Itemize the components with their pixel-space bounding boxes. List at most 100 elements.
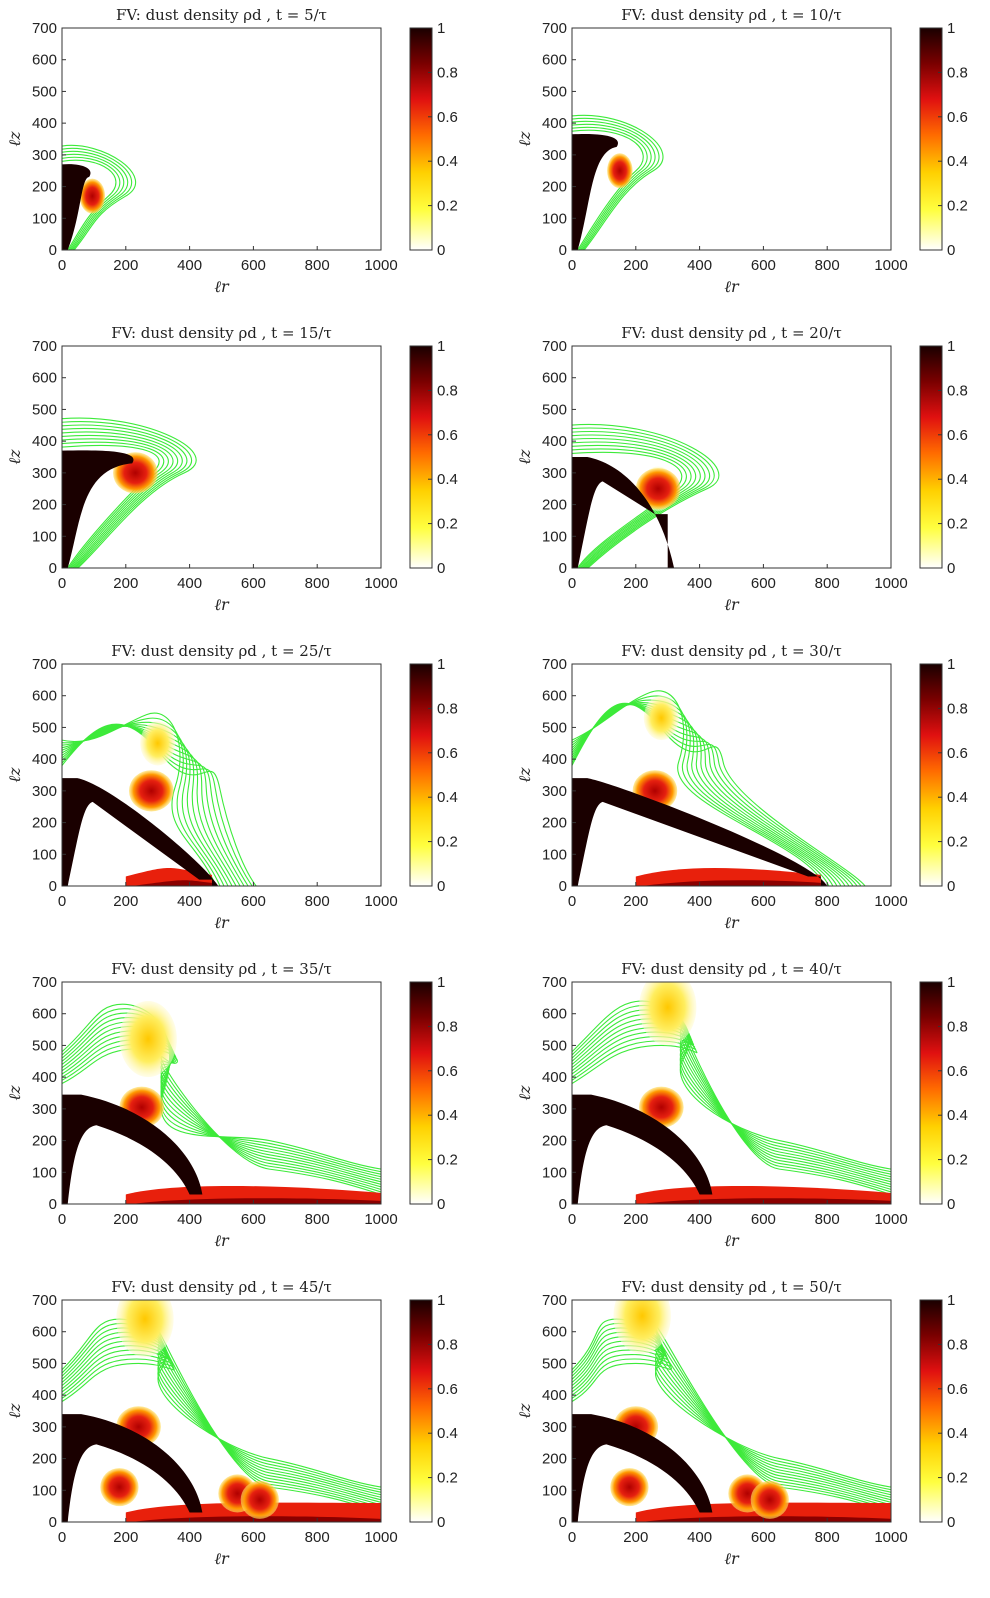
y-tick-label: 600: [542, 370, 567, 387]
y-tick-label: 700: [32, 1292, 57, 1309]
colorbar: [919, 27, 943, 251]
contour-line: [62, 1331, 381, 1496]
y-axis-label: ℓz: [515, 767, 534, 783]
x-tick-label: 200: [623, 257, 648, 274]
contour-line: [572, 427, 715, 568]
panel-t40: 0 200 400 600 800 1000 0 100 200 300 400 500 600 700 ℓ…: [515, 960, 968, 1250]
colorbar: [919, 1299, 943, 1523]
x-tick-label: 400: [177, 1211, 202, 1228]
y-tick-label: 100: [32, 1164, 57, 1181]
dense-dust-column: [572, 457, 675, 568]
panel-t50: 0 200 400 600 800 1000 0 100 200 300 400 500 600 700 ℓ…: [515, 1278, 968, 1568]
colorbar-tick-label: 0: [947, 560, 955, 577]
contour-line: [62, 712, 217, 886]
contour-line: [62, 1340, 381, 1501]
x-tick-label: 800: [305, 1211, 330, 1228]
plot-area: [62, 417, 197, 568]
contour-line: [572, 437, 701, 568]
y-tick-label: 0: [49, 560, 57, 577]
x-tick-label: 1000: [364, 893, 397, 910]
y-tick-label: 0: [559, 560, 567, 577]
x-tick-label: 1000: [364, 575, 397, 592]
dust-lobe: [240, 1480, 279, 1519]
y-tick-label: 0: [49, 242, 57, 259]
y-tick-label: 400: [542, 115, 567, 132]
y-tick-label: 200: [542, 1451, 567, 1468]
x-tick-label: 800: [305, 575, 330, 592]
contour-line: [572, 704, 850, 886]
y-tick-label: 500: [32, 1355, 57, 1372]
colorbar-tick-label: 0.2: [947, 1470, 968, 1487]
x-tick-label: 600: [241, 893, 266, 910]
ground-current-core: [642, 880, 821, 886]
y-tick-label: 100: [542, 210, 567, 227]
y-tick-label: 700: [32, 974, 57, 991]
x-tick-label: 0: [568, 1529, 576, 1546]
colorbar-tick-label: 0.2: [437, 1470, 458, 1487]
contour-line: [62, 144, 137, 250]
contour-line: [62, 725, 245, 886]
contour-line: [62, 725, 237, 886]
y-tick-label: 300: [32, 147, 57, 164]
panel-t30: 0 200 400 600 800 1000 0 100 200 300 400 500 600 700 ℓ…: [515, 642, 968, 932]
y-tick-label: 600: [32, 52, 57, 69]
dense-dust-column: [572, 778, 828, 886]
contour-line: [572, 702, 866, 886]
panel-title: FV: dust density ρd , t = 30/τ: [621, 642, 842, 660]
dust-lobe: [610, 1468, 649, 1507]
y-axis-label: ℓz: [5, 1085, 24, 1101]
colorbar-tick-label: 0.4: [947, 789, 968, 806]
colorbar: [919, 663, 943, 887]
contour-line: [572, 1318, 891, 1488]
y-tick-label: 300: [542, 147, 567, 164]
contour-line: [572, 703, 862, 886]
colorbar: [409, 1299, 433, 1523]
contour-line: [572, 1013, 891, 1178]
x-tick-label: 400: [687, 893, 712, 910]
contour-line: [62, 156, 121, 250]
x-tick-label: 600: [751, 575, 776, 592]
plot-area: [572, 1300, 891, 1522]
contour-line: [62, 725, 241, 886]
x-axis-label: ℓr: [214, 1549, 230, 1568]
y-tick-label: 0: [559, 242, 567, 259]
y-tick-label: 300: [542, 465, 567, 482]
x-tick-label: 200: [623, 575, 648, 592]
x-tick-label: 600: [241, 1211, 266, 1228]
x-tick-label: 400: [177, 257, 202, 274]
colorbar-tick-label: 0.2: [437, 516, 458, 533]
y-tick-label: 200: [32, 1133, 57, 1150]
x-tick-label: 0: [568, 1211, 576, 1228]
y-tick-label: 0: [49, 1514, 57, 1531]
colorbar: [919, 345, 943, 569]
contour-line: [62, 424, 188, 568]
colorbar-tick-label: 0.4: [947, 153, 968, 170]
contour-line: [572, 1336, 891, 1498]
colorbar-tick-label: 0.4: [437, 153, 458, 170]
x-tick-label: 800: [815, 257, 840, 274]
y-axis-label: ℓz: [5, 1403, 24, 1419]
colorbar-tick-label: 1: [437, 338, 445, 355]
contour-line: [572, 1018, 891, 1180]
panel-title: FV: dust density ρd , t = 15/τ: [111, 324, 332, 342]
y-tick-label: 400: [542, 433, 567, 450]
x-tick-label: 600: [751, 257, 776, 274]
y-tick-label: 500: [542, 1037, 567, 1054]
ground-current-core: [132, 880, 212, 886]
contour-line: [62, 725, 233, 886]
panel-title: FV: dust density ρd , t = 40/τ: [621, 960, 842, 978]
dust-core: [607, 153, 633, 189]
colorbar: [919, 981, 943, 1205]
colorbar-tick-label: 0.8: [437, 64, 458, 81]
contour-line: [62, 420, 193, 568]
x-tick-label: 200: [113, 1529, 138, 1546]
colorbar-tick-label: 0.6: [947, 1381, 968, 1398]
axes-box: [571, 663, 892, 887]
colorbar-tick-label: 0.4: [437, 789, 458, 806]
colorbar: [409, 663, 433, 887]
colorbar-tick-label: 0: [437, 242, 445, 259]
colorbar-tick-label: 0.2: [437, 198, 458, 215]
x-tick-label: 1000: [874, 1529, 907, 1546]
y-tick-label: 400: [32, 433, 57, 450]
panel-title: FV: dust density ρd , t = 20/τ: [621, 324, 842, 342]
